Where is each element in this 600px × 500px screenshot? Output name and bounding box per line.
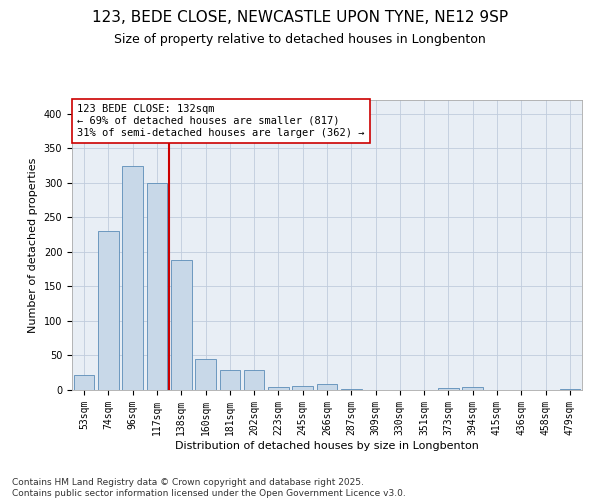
Bar xyxy=(292,386,313,390)
Text: Size of property relative to detached houses in Longbenton: Size of property relative to detached ho… xyxy=(114,32,486,46)
X-axis label: Distribution of detached houses by size in Longbenton: Distribution of detached houses by size … xyxy=(175,440,479,450)
Bar xyxy=(74,375,94,390)
Bar xyxy=(244,370,265,390)
Text: 123 BEDE CLOSE: 132sqm
← 69% of detached houses are smaller (817)
31% of semi-de: 123 BEDE CLOSE: 132sqm ← 69% of detached… xyxy=(77,104,365,138)
Bar xyxy=(463,386,483,390)
Bar xyxy=(146,183,167,390)
Text: Contains HM Land Registry data © Crown copyright and database right 2025.
Contai: Contains HM Land Registry data © Crown c… xyxy=(12,478,406,498)
Bar xyxy=(560,388,580,390)
Y-axis label: Number of detached properties: Number of detached properties xyxy=(28,158,38,332)
Text: 123, BEDE CLOSE, NEWCASTLE UPON TYNE, NE12 9SP: 123, BEDE CLOSE, NEWCASTLE UPON TYNE, NE… xyxy=(92,10,508,25)
Bar xyxy=(268,386,289,390)
Bar xyxy=(438,388,459,390)
Bar xyxy=(171,260,191,390)
Bar xyxy=(317,384,337,390)
Bar xyxy=(98,231,119,390)
Bar xyxy=(122,166,143,390)
Bar xyxy=(220,370,240,390)
Bar xyxy=(195,359,216,390)
